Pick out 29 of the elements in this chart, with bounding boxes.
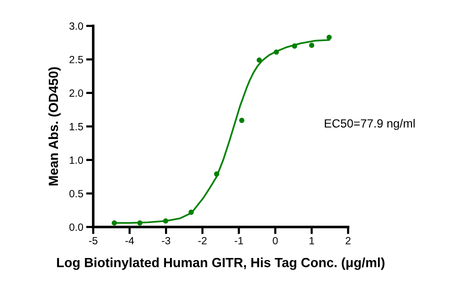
point [214,171,220,177]
point [239,118,244,124]
x-tick-label: -5 [89,237,98,244]
x-tick-label: -1 [234,237,243,244]
point [326,34,332,40]
annotation: EC50=77.9 ng/ml [324,118,415,130]
point [309,42,314,48]
point [112,220,117,226]
x-tick-label: -4 [125,237,134,244]
y-tick-label: 3.0 [69,22,84,30]
y-tick-label: 1.0 [70,156,84,164]
y-tick-label: 1.5 [70,123,84,130]
point [163,218,168,224]
x-tick-label: 1 [310,237,314,244]
point [274,49,279,55]
y-tick-label: 0.0 [69,223,84,231]
y-axis-title: Mean Abs. (OD450) [48,67,61,186]
x-tick-label: 2 [346,236,350,244]
x-tick-label: -3 [162,236,170,244]
point [137,220,142,226]
y-tick-label: 0.5 [69,190,84,198]
point [292,43,298,49]
point [256,57,262,63]
y-tick-label: 2.0 [70,89,84,97]
point [188,210,194,215]
x-tick-label: 0 [272,236,278,244]
x-axis-title: Log Biotinylated Human GITR, His Tag Conc. (μg/ml) [57,258,384,270]
y-tick-label: 2.5 [70,56,84,64]
x-tick-label: -2 [198,236,207,244]
